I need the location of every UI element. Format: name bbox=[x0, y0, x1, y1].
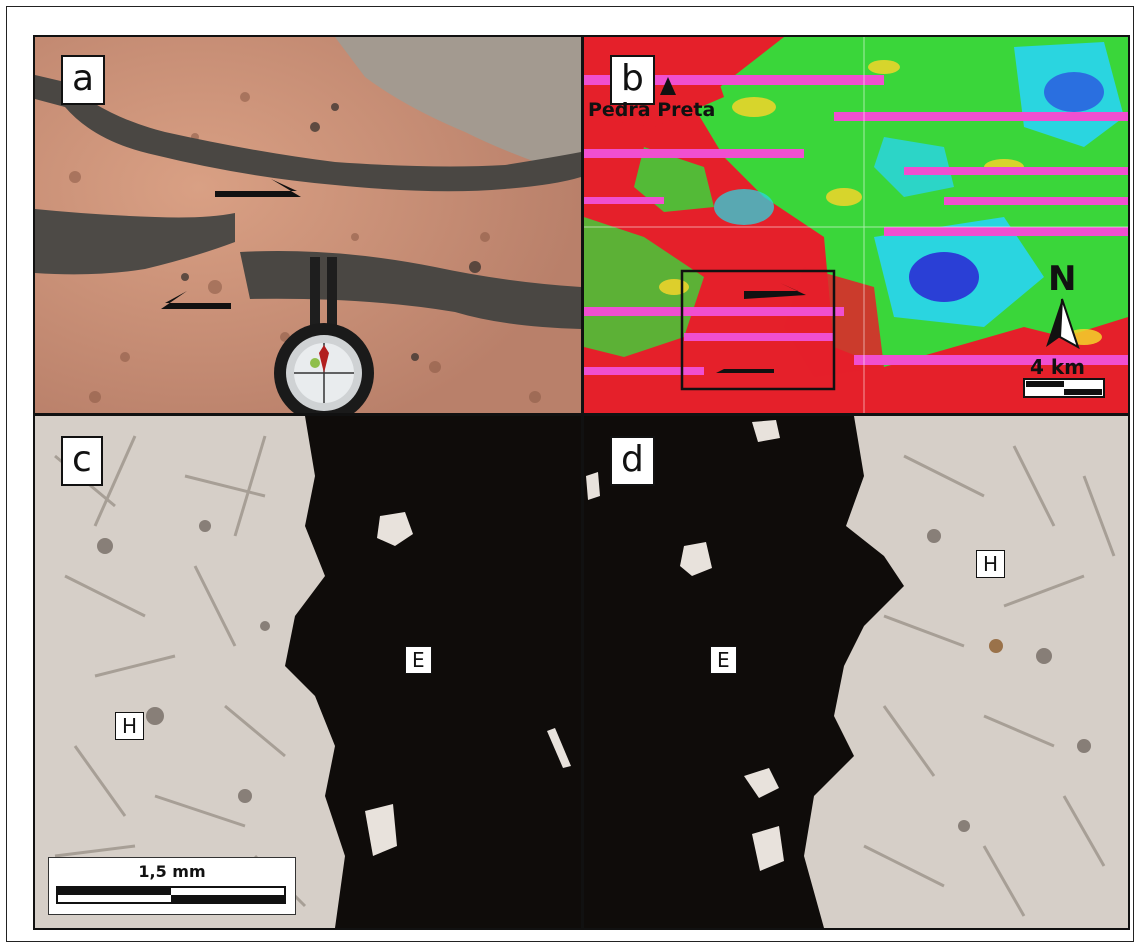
micro-scale-label: 1,5 mm bbox=[138, 862, 206, 881]
micro-scale-bar-graphic bbox=[56, 886, 286, 904]
panel-label-a: a bbox=[61, 55, 106, 105]
thin-section-d bbox=[584, 416, 1128, 928]
compass-icon bbox=[274, 257, 374, 413]
thin-section-c bbox=[35, 416, 581, 928]
dike-middle-left bbox=[35, 209, 235, 275]
shear-arrow-icon bbox=[716, 283, 806, 373]
place-label: Pedra Preta bbox=[588, 99, 716, 121]
dike-upper bbox=[35, 75, 581, 192]
panel-a-outcrop-photo: a bbox=[35, 37, 581, 413]
triangle-marker-icon bbox=[660, 77, 676, 95]
dike-lower bbox=[240, 251, 581, 329]
figure-grid: a bbox=[33, 35, 1130, 930]
map-scale-bar bbox=[1023, 378, 1105, 398]
panel-label-c: c bbox=[61, 436, 103, 486]
map-scale-label: 4 km bbox=[1030, 355, 1086, 379]
panel-d-thin-section: d H E bbox=[584, 416, 1128, 928]
dike-label: E bbox=[710, 646, 737, 674]
outcrop-photo bbox=[35, 37, 581, 413]
panel-label-b: b bbox=[610, 55, 655, 105]
panel-label-d: d bbox=[610, 436, 655, 486]
sand-area bbox=[335, 37, 581, 177]
panel-c-thin-section: c H E 1,5 mm bbox=[35, 416, 581, 928]
shear-arrow-icon bbox=[161, 179, 301, 309]
panel-b-magnetic-map: b Pedra Preta N 4 km bbox=[584, 37, 1128, 413]
north-arrow-icon bbox=[1046, 298, 1080, 350]
north-label: N bbox=[1048, 259, 1077, 299]
dike-label: E bbox=[405, 646, 432, 674]
micro-scale-bar: 1,5 mm bbox=[48, 857, 296, 915]
magnetic-anomaly-map bbox=[584, 37, 1128, 413]
host-rock-label: H bbox=[976, 550, 1006, 578]
inset-rectangle bbox=[680, 269, 836, 391]
host-rock-area bbox=[804, 416, 1128, 928]
host-rock-label: H bbox=[115, 712, 145, 740]
